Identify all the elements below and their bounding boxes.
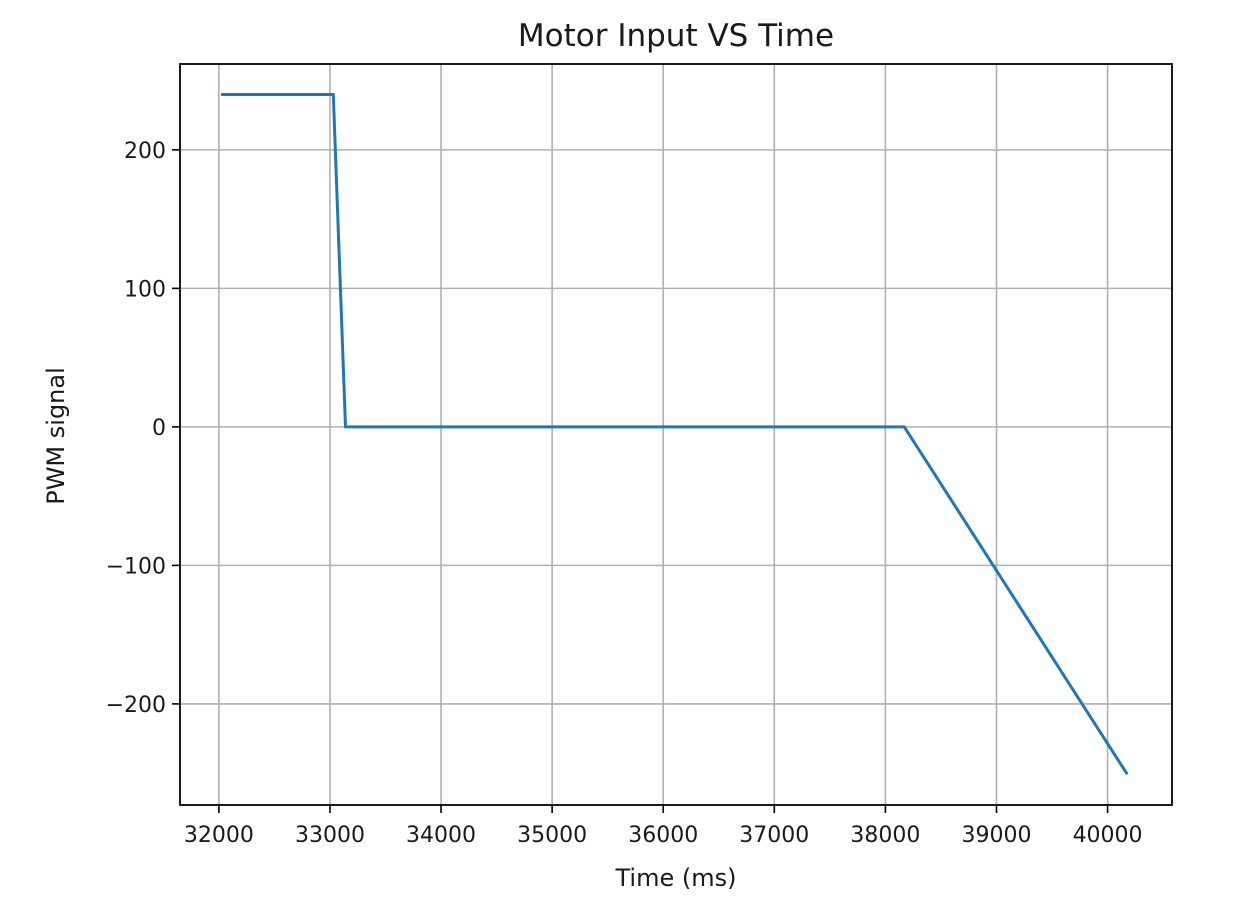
data-series: [220, 93, 1128, 775]
x-tick-label-38000: 38000: [850, 823, 920, 848]
chart-title: Motor Input VS Time: [518, 18, 834, 54]
tick-labels: 32000 33000 34000 35000 36000 37000 38000 39000…: [106, 139, 1143, 848]
x-tick-label-32000: 32000: [184, 823, 254, 848]
x-tick-label-40000: 40000: [1073, 823, 1143, 848]
x-tick-label-34000: 34000: [406, 823, 476, 848]
plot-frame: [179, 63, 1173, 806]
x-tick-label-35000: 35000: [517, 823, 587, 848]
axis-ticks: [172, 149, 1109, 813]
series-line-0: [220, 93, 1128, 775]
y-tick-label-0: 0: [152, 416, 166, 441]
x-tick-label-39000: 39000: [961, 823, 1031, 848]
x-tick-label-37000: 37000: [739, 823, 809, 848]
y-tick-label-200: 200: [124, 139, 166, 164]
x-tick-label-33000: 33000: [295, 823, 365, 848]
x-axis-label: Time (ms): [615, 864, 737, 892]
y-tick-label--200: −200: [106, 693, 166, 718]
y-tick-label-100: 100: [124, 277, 166, 302]
y-axis-label: PWM signal: [42, 367, 70, 505]
y-tick-label--100: −100: [106, 554, 166, 579]
x-tick-label-36000: 36000: [628, 823, 698, 848]
grid-lines: [180, 64, 1172, 805]
